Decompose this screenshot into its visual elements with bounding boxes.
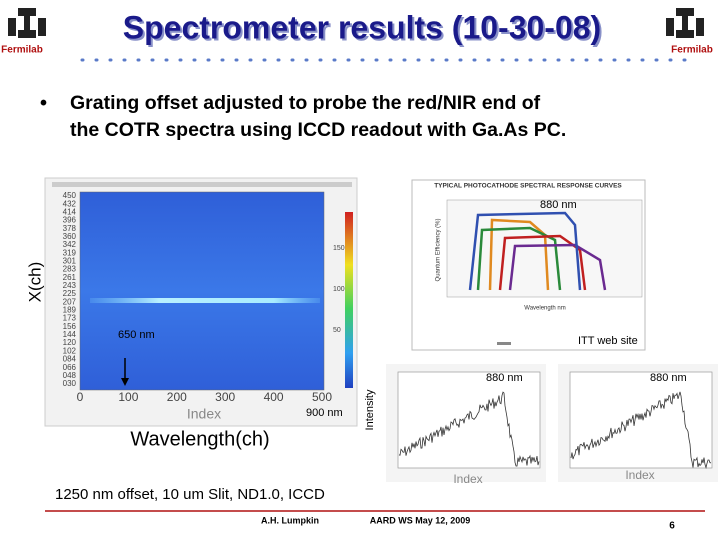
footer-event: AARD WS May 12, 2009 [370, 515, 471, 525]
x-tick-label: 100 [118, 390, 138, 404]
response-curves [411, 179, 646, 351]
y-tick-label: 120 [63, 338, 77, 347]
y-tick-label: 283 [63, 265, 77, 274]
y-tick-label: 084 [63, 355, 77, 364]
colorbar-tick-label: 150 [333, 245, 345, 252]
title: Spectrometer results (10-30-08) [123, 9, 601, 45]
colorbar-tick-label: 100 [333, 286, 345, 293]
y-tick-label: 342 [63, 240, 77, 249]
bullet-line: Grating offset adjusted to probe the red… [70, 92, 541, 114]
y-tick-label: 030 [63, 379, 77, 388]
y-tick-label: 207 [63, 297, 77, 306]
annotation: 880 nm [650, 372, 687, 384]
ccd-image [44, 177, 358, 427]
y-tick-label: 048 [63, 371, 77, 380]
x-tick-label: 300 [215, 390, 235, 404]
y-tick-label: 156 [63, 322, 77, 331]
axis-title: Index [453, 472, 482, 486]
axis-title: Index [625, 468, 654, 482]
y-tick-label: 360 [63, 232, 77, 241]
logo-right: Fermilab [666, 8, 713, 56]
annotation: 650 nm [118, 329, 155, 341]
y-tick-label: 261 [63, 273, 77, 282]
chart-title: TYPICAL PHOTOCATHODE SPECTRAL RESPONSE C… [434, 183, 622, 190]
y-tick-label: 189 [63, 306, 77, 315]
x-tick-label: 500 [312, 390, 332, 404]
y-tick-label: 225 [63, 289, 77, 298]
y-tick-label: 066 [63, 363, 77, 372]
page-number: 6 [669, 521, 675, 532]
axis-label: Wavelength(ch) [130, 428, 269, 450]
axis-label: Quantum Efficiency (%) [436, 219, 442, 282]
annotation: 900 nm [306, 407, 343, 419]
footer-author: A.H. Lumpkin [261, 515, 319, 525]
y-tick-label: 378 [63, 224, 77, 233]
caption: 1250 nm offset, 10 um Slit, ND1.0, ICCD [55, 486, 325, 503]
logo-text: Fermilab [671, 45, 713, 56]
logo-left: Fermilab [1, 8, 46, 56]
colorbar-tick-label: 50 [333, 327, 341, 334]
annotation: 880 nm [486, 372, 523, 384]
y-tick-label: 102 [63, 346, 77, 355]
axis-label: Wavelength nm [524, 306, 565, 312]
x-tick-label: 400 [264, 390, 284, 404]
y-tick-label: 301 [63, 257, 77, 266]
y-tick-label: 450 [63, 191, 77, 200]
x-tick-label: 0 [77, 390, 84, 404]
annotation: 880 nm [540, 199, 577, 211]
y-tick-label: 396 [63, 216, 77, 225]
title-shadow: Spectrometer results (10-30-08) [125, 11, 603, 47]
y-tick-label: 414 [63, 207, 77, 216]
source: ITT web site [578, 335, 638, 347]
axis-title: Index [187, 406, 221, 422]
axis-label: Intensity [364, 389, 376, 430]
x-tick-label: 200 [167, 390, 187, 404]
logo-text: Fermilab [1, 45, 43, 56]
y-tick-label: 319 [63, 248, 77, 257]
y-tick-label: 173 [63, 314, 77, 323]
profile-plot [558, 364, 718, 482]
bullet-line: the COTR spectra using ICCD readout with… [70, 119, 566, 141]
y-tick-label: 432 [63, 199, 77, 208]
profile-plot [386, 364, 546, 482]
y-tick-label: 243 [63, 281, 77, 290]
axis-label: X(ch) [25, 262, 44, 303]
y-tick-label: 144 [63, 330, 77, 339]
bullet-mark: • [40, 92, 47, 114]
